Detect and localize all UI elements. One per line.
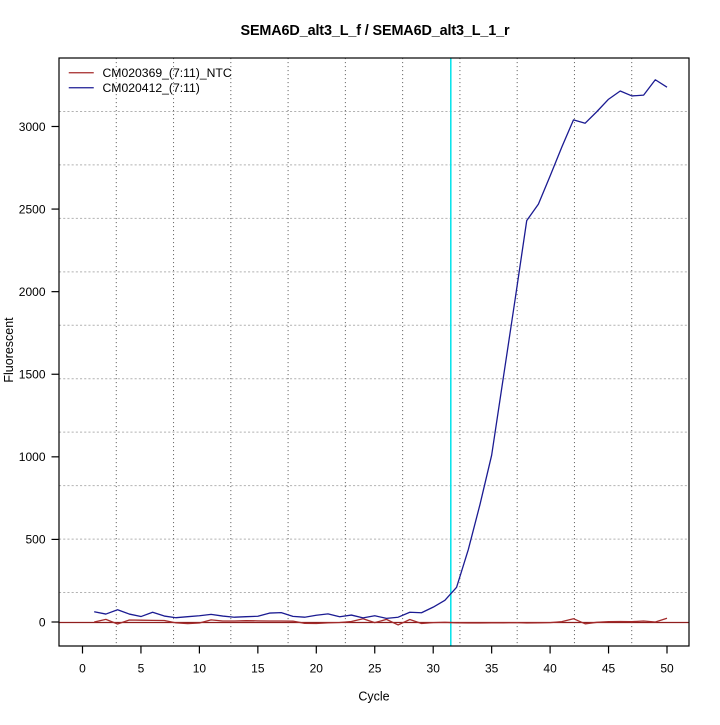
- svg-text:20: 20: [310, 662, 324, 676]
- svg-text:45: 45: [602, 662, 616, 676]
- svg-text:0: 0: [79, 662, 86, 676]
- svg-text:2500: 2500: [19, 202, 46, 216]
- svg-text:500: 500: [25, 533, 45, 547]
- svg-text:15: 15: [251, 662, 265, 676]
- svg-text:5: 5: [138, 662, 145, 676]
- svg-text:50: 50: [660, 662, 674, 676]
- svg-text:25: 25: [368, 662, 382, 676]
- svg-text:40: 40: [543, 662, 557, 676]
- svg-text:CM020369_(7:11)_NTC: CM020369_(7:11)_NTC: [103, 66, 232, 80]
- svg-text:10: 10: [193, 662, 207, 676]
- svg-text:35: 35: [485, 662, 499, 676]
- svg-text:2000: 2000: [19, 285, 46, 299]
- svg-text:Cycle: Cycle: [358, 690, 389, 704]
- svg-text:30: 30: [427, 662, 441, 676]
- svg-text:1000: 1000: [19, 450, 46, 464]
- svg-text:1500: 1500: [19, 368, 46, 382]
- svg-text:3000: 3000: [19, 120, 46, 134]
- svg-text:CM020412_(7:11): CM020412_(7:11): [103, 81, 200, 95]
- svg-text:0: 0: [39, 615, 46, 629]
- svg-text:SEMA6D_alt3_L_f / SEMA6D_alt3_: SEMA6D_alt3_L_f / SEMA6D_alt3_L_1_r: [241, 23, 511, 39]
- svg-text:Fluorescent: Fluorescent: [2, 317, 16, 383]
